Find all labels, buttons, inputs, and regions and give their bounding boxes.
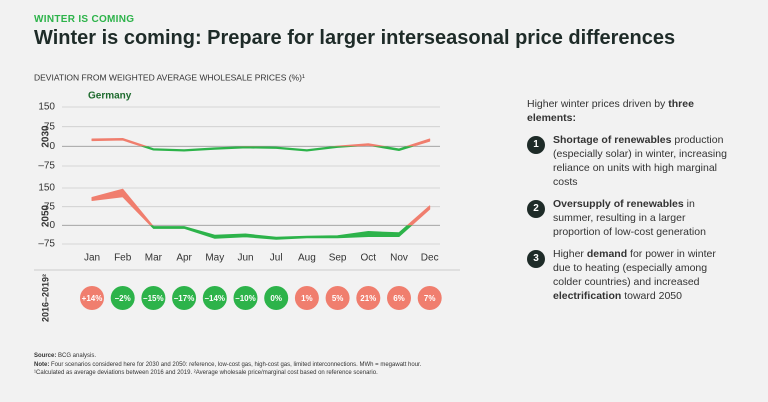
dot-label: +14% [82,294,103,303]
dot-label: –14% [205,294,225,303]
dot-label: 0% [270,294,282,303]
x-tick-label: Jul [270,253,283,264]
y-tick-label: 75 [44,121,56,132]
dot [233,286,258,310]
dot-label: 6% [393,294,405,303]
dot [417,286,442,310]
dot [80,286,104,310]
y-tick-label: –75 [38,161,55,172]
sidebar: Higher winter prices driven by three ele… [527,97,727,303]
dot-label: 5% [332,294,344,303]
panel-label: 2050 [41,204,52,227]
band [91,137,431,147]
text: electrification [553,290,622,302]
title: Winter is coming: Prepare for larger int… [34,27,676,49]
dot [325,286,350,310]
text: Oversupply of renewables [553,198,684,210]
y-tick-label: 0 [49,141,55,152]
item: 3 Higher demand for power in winter due t… [527,247,727,303]
dot-label: 21% [360,294,376,303]
dot [294,286,319,310]
item: 2 Oversupply of renewables in summer, res… [527,197,727,239]
text: Note: [34,361,50,368]
dot [202,286,227,310]
text: in summer, resulting in a larger proport… [553,198,706,238]
panel-label: 2030 [41,125,52,148]
x-tick-label: May [205,253,224,264]
y-tick-label: 150 [38,102,55,113]
footnotes: Source: BCG analysis. Note: Four scenario… [34,352,421,378]
text: ¹Calculated as average deviations betwee… [34,370,378,376]
y-tick-label: 0 [49,220,55,231]
footnote: Source: BCG analysis. [34,352,421,361]
dot-label: –15% [143,294,163,303]
dot [264,286,289,310]
item: 1 Shortage of renewables production (espe… [527,133,727,189]
dot-label: –10% [235,294,255,303]
dot-label: 7% [424,294,436,303]
text: Four scenarios considered here for 2030 … [49,361,422,368]
text: Shortage of renewables [553,134,672,146]
x-tick-label: Dec [421,253,439,264]
dot-label: –17% [174,294,194,303]
dot [172,286,197,310]
x-tick-label: Sep [329,253,347,264]
kicker: WINTER IS COMING [34,14,135,25]
dot [141,286,166,310]
intro: Higher winter prices driven by three ele… [527,97,727,125]
item-number: 3 [527,250,545,268]
dot [387,286,411,310]
chart: DEVIATION FROM WEIGHTED AVERAGE WHOLESAL… [34,72,460,322]
item-number: 2 [527,200,545,218]
dot-label: –2% [115,294,131,303]
text: Source: [34,353,57,359]
text: Higher [553,248,587,260]
x-tick-label: Nov [390,253,408,264]
y-tick-label: 150 [38,183,55,194]
y-axis-title: DEVIATION FROM WEIGHTED AVERAGE WHOLESAL… [34,72,305,82]
y-tick-label: –75 [38,239,55,250]
x-tick-label: Aug [298,253,316,264]
text: for power in winter due to heating (espe… [553,248,716,288]
text: three elements: [527,98,694,124]
subtitle: Germany [88,91,132,102]
dot [356,286,381,310]
x-tick-label: Oct [361,253,377,264]
x-tick-label: Jun [237,253,253,264]
x-tick-label: Mar [145,253,163,264]
band [149,225,413,240]
band [91,188,431,226]
item-number: 1 [527,136,545,154]
dot-label: 1% [301,294,313,303]
x-tick-label: Feb [114,253,132,264]
footnote: Note: Four scenarios considered here for… [34,361,421,370]
dot [110,286,135,310]
text: demand [586,248,628,260]
x-tick-label: Jan [84,253,100,264]
text: toward 2050 [621,290,682,302]
footnote: ¹Calculated as average deviations betwee… [34,369,421,378]
x-tick-label: Apr [176,253,192,264]
row-label: 2016–2019² [40,274,50,322]
y-tick-label: 75 [44,201,56,212]
text: production (especially solar) in winter,… [553,134,727,188]
band [140,146,415,152]
text: Higher winter prices driven by [527,98,669,110]
text: BCG analysis. [56,353,97,359]
